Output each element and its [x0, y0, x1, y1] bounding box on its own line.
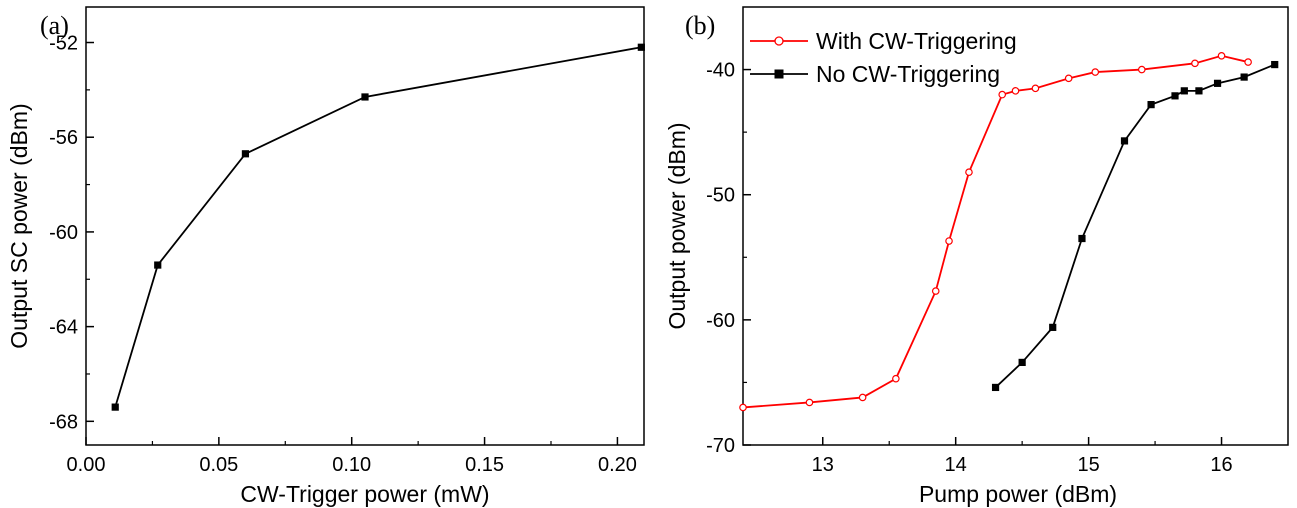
legend-label-with-cw: With CW-Triggering: [816, 28, 1017, 54]
y-tick-label: -52: [49, 33, 78, 55]
x-tick-label: 15: [1077, 454, 1099, 476]
data-point: [1078, 234, 1086, 243]
x-axis-ticks-b: 13 14 15 16: [812, 437, 1233, 476]
data-point: [1137, 65, 1146, 74]
x-axis-ticks-a: 0.00 0.05 0.10 0.15 0.20: [67, 437, 637, 476]
y-axis-label-b: Output power (dBm): [664, 122, 690, 329]
data-point: [361, 93, 369, 101]
plot-frame-b: [742, 6, 1289, 446]
x-tick-label: 0.00: [67, 454, 106, 476]
data-point: [858, 393, 867, 402]
x-tick-label: 0.20: [598, 454, 637, 476]
y-tick-label: -60: [49, 222, 78, 244]
data-point: [241, 150, 250, 158]
data-point: [1240, 73, 1248, 81]
data-point: [1180, 87, 1188, 95]
legend-marker-open-circle: [774, 36, 784, 46]
data-point: [945, 237, 953, 245]
panel-label-b: (b): [685, 11, 715, 40]
data-point: [111, 403, 119, 411]
x-axis-label-a: CW-Trigger power (mW): [240, 481, 489, 507]
data-point: [739, 403, 747, 412]
data-point: [1244, 58, 1252, 66]
data-point: [1031, 84, 1040, 93]
y-tick-label: -70: [706, 435, 735, 457]
data-point: [892, 374, 900, 383]
x-axis-label-b: Pump power (dBm): [919, 481, 1117, 507]
y-axis-ticks-a: -68 -64 -60 -56 -52: [49, 33, 94, 433]
legend-label-no-cw: No CW-Triggering: [816, 61, 1000, 87]
data-point: [1271, 60, 1279, 69]
data-point: [1091, 68, 1100, 76]
legend-b: With CW-Triggering No CW-Triggering: [750, 28, 1017, 87]
data-point: [1147, 101, 1155, 109]
data-point: [805, 398, 814, 407]
data-point: [1195, 87, 1203, 95]
data-point: [637, 43, 645, 51]
series-group-a: [111, 43, 645, 411]
legend-marker-filled-square: [774, 69, 784, 79]
data-point: [1049, 323, 1057, 331]
y-tick-label: -64: [49, 317, 78, 339]
x-tick-label: 13: [812, 454, 834, 476]
data-point: [991, 383, 1000, 392]
x-tick-label: 0.10: [332, 454, 371, 476]
y-tick-label: -60: [706, 310, 735, 332]
y-tick-label: -68: [49, 411, 78, 433]
data-point: [998, 90, 1007, 99]
data-point: [1064, 74, 1073, 83]
data-point: [1191, 59, 1199, 68]
y-axis-ticks-b: -70 -60 -50 -40: [706, 60, 751, 457]
chart-panel-b: (b) 13 14 15 16 -70 -60 -50 -40 With CW-Trigge…: [664, 6, 1289, 507]
series-line: [742, 54, 1249, 409]
y-axis-label-a: Output SC power (dBm): [6, 103, 32, 348]
series-line: [994, 63, 1276, 389]
data-point: [965, 168, 973, 176]
data-point: [1120, 137, 1129, 145]
y-tick-label: -56: [49, 127, 78, 149]
x-tick-label: 0.05: [199, 454, 238, 476]
panel-label-a: (a): [40, 11, 69, 40]
x-tick-label: 14: [945, 454, 967, 476]
x-tick-label: 16: [1210, 454, 1232, 476]
data-point: [154, 261, 162, 269]
data-point: [1213, 79, 1222, 87]
data-point: [931, 287, 940, 295]
data-point: [1217, 52, 1226, 60]
chart-panel-a: (a) 0.00 0.05 0.10 0.15 0.20 -68 -64 -60 -56 -52…: [6, 6, 645, 507]
data-point: [1171, 92, 1179, 100]
y-tick-label: -40: [706, 60, 735, 82]
series-line: [114, 46, 642, 408]
y-tick-label: -50: [706, 185, 735, 207]
x-tick-label: 0.15: [465, 454, 504, 476]
plot-frame-a: [85, 6, 645, 446]
data-point: [1011, 87, 1020, 95]
data-point: [1018, 358, 1026, 367]
series-group-b: [739, 52, 1279, 412]
